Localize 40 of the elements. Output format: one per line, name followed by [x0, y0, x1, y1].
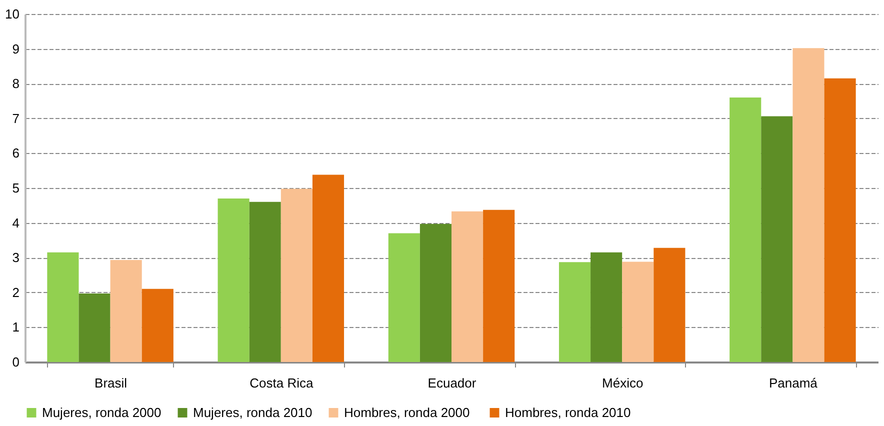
bar — [388, 233, 420, 362]
bar — [110, 260, 142, 362]
y-tick-label: 1 — [12, 320, 20, 335]
y-tick-label: 7 — [12, 110, 20, 126]
x-tick-label: Brasil — [94, 376, 128, 390]
legend-label: Mujeres, ronda 2000 — [42, 404, 162, 420]
bar — [622, 262, 654, 362]
x-tick-label: Costa Rica — [250, 376, 314, 390]
legend-label: Hombres, ronda 2000 — [344, 404, 470, 420]
legend-label: Mujeres, ronda 2010 — [193, 404, 312, 420]
bar — [218, 198, 250, 362]
bar — [78, 293, 110, 362]
legend-label: Hombres, ronda 2010 — [505, 404, 631, 420]
y-tick-label: 2 — [12, 284, 20, 300]
bar — [761, 116, 793, 362]
bar — [654, 248, 686, 362]
bar — [249, 202, 281, 362]
y-tick-label: 3 — [12, 250, 20, 266]
y-tick-label: 5 — [12, 180, 20, 196]
bar — [792, 48, 824, 362]
x-tick-label: Panamá — [768, 376, 818, 390]
bar — [47, 252, 79, 362]
bar — [483, 210, 515, 362]
bar — [312, 174, 344, 362]
y-tick-label: 0 — [12, 354, 20, 370]
y-tick-label: 8 — [12, 76, 20, 92]
bar — [452, 211, 484, 362]
bar — [590, 252, 622, 362]
bar — [420, 224, 452, 362]
y-tick-label: 6 — [12, 146, 20, 161]
y-tick-label: 10 — [5, 6, 20, 22]
y-tick-label: 9 — [12, 41, 20, 56]
x-tick-label: México — [602, 376, 644, 390]
bar — [824, 78, 856, 362]
bar — [558, 262, 591, 362]
bar — [142, 288, 174, 362]
x-tick-label: Ecuador — [428, 376, 477, 390]
bar — [280, 188, 312, 362]
y-tick-label: 4 — [12, 215, 20, 230]
bar — [730, 98, 762, 362]
